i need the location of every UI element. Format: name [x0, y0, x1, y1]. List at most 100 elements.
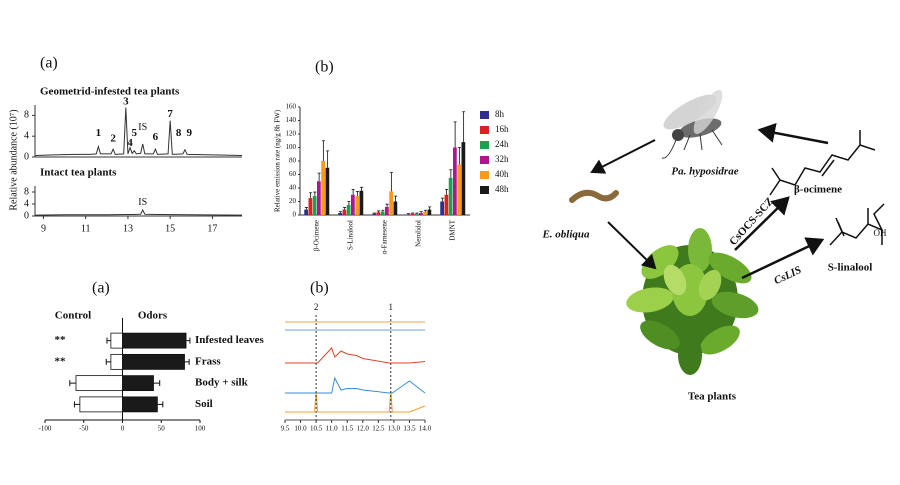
x-tick-label: 13.5 — [403, 425, 416, 433]
error-bar — [351, 188, 355, 195]
error-bar — [355, 190, 359, 197]
bar — [448, 177, 453, 215]
error-bar — [317, 172, 321, 182]
bar — [317, 181, 321, 215]
category-label: Frass — [195, 355, 221, 367]
caterpillar-icon — [569, 189, 619, 203]
error-bar — [457, 147, 461, 165]
bar — [304, 209, 308, 215]
bar — [122, 353, 185, 370]
bar — [75, 375, 123, 392]
bar — [440, 201, 444, 215]
fly-icon — [661, 89, 723, 159]
x-tick-label: 15 — [165, 223, 175, 234]
error-bar — [186, 337, 191, 344]
bar — [110, 332, 123, 349]
x-tick-label: 13 — [123, 223, 133, 234]
x-tick-label: S-Linalool — [347, 220, 355, 250]
trace — [285, 390, 426, 413]
error-bar — [377, 210, 381, 213]
arrow — [757, 122, 829, 145]
x-tick-label: -100 — [39, 425, 52, 433]
y-tick-label: 0 — [24, 151, 29, 162]
legend-label: 48h — [495, 184, 509, 194]
legend-swatch — [480, 156, 489, 164]
x-tick-label: 11 — [81, 223, 91, 234]
bar — [385, 206, 389, 215]
panel-label: (b) — [310, 280, 329, 297]
panel-title: Geometrid-infested tea plants — [40, 86, 180, 98]
bar — [380, 211, 385, 215]
tea-plant-icon — [626, 228, 759, 375]
bar — [110, 353, 123, 370]
bar — [393, 201, 398, 215]
bar — [355, 196, 359, 215]
x-tick-label: 11.0 — [326, 425, 338, 433]
significance: ** — [55, 334, 67, 346]
y-tick-label: 20 — [289, 197, 297, 205]
peak-label: 1 — [96, 127, 102, 139]
error-bar — [69, 380, 76, 387]
node-label: E. obliqua — [541, 229, 590, 241]
bar — [427, 209, 432, 215]
legend-label: 32h — [495, 154, 509, 164]
bar — [79, 396, 123, 413]
bar — [122, 396, 158, 413]
y-tick-label: 8 — [24, 186, 29, 197]
error-bar — [360, 186, 364, 191]
x-tick-label: 17 — [207, 223, 217, 234]
legend-swatch — [480, 141, 489, 149]
error-bar — [415, 212, 419, 214]
x-tick-label: 12.5 — [372, 425, 385, 433]
legend-swatch — [480, 126, 489, 134]
panel-label: (a) — [40, 55, 58, 72]
y-axis-label: Relative abundance (10⁷) — [8, 109, 19, 210]
error-bar — [389, 172, 393, 192]
bar — [338, 212, 342, 215]
category-label: Body + silk — [195, 377, 249, 389]
x-tick-label: 12.0 — [357, 425, 370, 433]
legend-label: 8h — [495, 109, 505, 119]
peak-label: 3 — [123, 95, 129, 107]
error-bar — [309, 192, 313, 199]
legend-swatch — [480, 111, 489, 119]
chromatogram-line — [34, 208, 243, 216]
error-bar — [423, 209, 427, 212]
x-tick-label: 50 — [158, 425, 166, 433]
bar — [312, 196, 317, 215]
bar — [406, 214, 410, 215]
y-tick-label: 0 — [293, 211, 297, 219]
error-bar — [406, 213, 410, 215]
x-tick-label: α-Farnesene — [381, 220, 389, 254]
error-bar — [440, 197, 444, 202]
bar — [444, 194, 449, 215]
bar — [453, 147, 457, 215]
y-tick-label: 40 — [289, 184, 297, 192]
x-tick-label: -50 — [79, 425, 89, 433]
error-bar — [449, 169, 453, 178]
y-tick-label: 60 — [289, 170, 297, 178]
x-tick-label: β-Ocimene — [313, 220, 321, 251]
x-tick-label: 100 — [195, 425, 206, 433]
error-bar — [105, 358, 111, 365]
bar — [419, 212, 423, 215]
trace — [285, 347, 426, 364]
node-label: β-ocimene — [794, 184, 842, 196]
legend-label: 16h — [495, 124, 509, 134]
node-label: S-linalool — [828, 262, 873, 274]
legend-label: Odors — [138, 310, 168, 322]
error-bar — [428, 206, 432, 210]
error-bar — [321, 140, 325, 161]
panel-title: Intact tea plants — [40, 167, 117, 179]
node-label: Tea plants — [688, 391, 737, 403]
error-bar — [372, 212, 376, 214]
peak-label: 2 — [110, 132, 116, 144]
error-bar — [385, 203, 389, 207]
peak-label: 1 — [389, 302, 394, 312]
ocimene-structure — [769, 130, 876, 196]
arrow — [741, 237, 825, 280]
peak-label: 6 — [153, 131, 159, 143]
y-tick-label: 0 — [24, 210, 29, 221]
error-bar — [338, 211, 342, 213]
peak-label: 7 — [167, 108, 173, 120]
